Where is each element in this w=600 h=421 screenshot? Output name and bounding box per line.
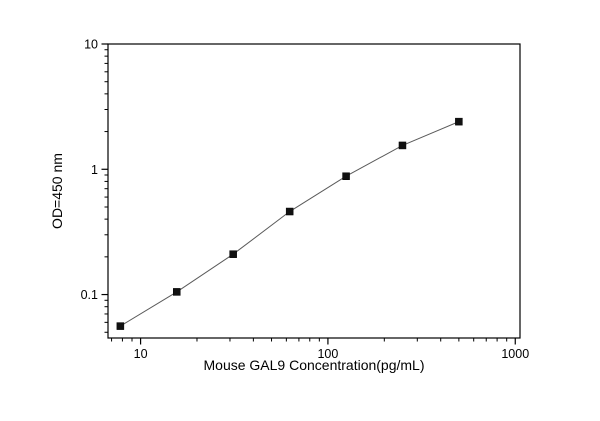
x-axis-title: Mouse GAL9 Concentration(pg/mL): [204, 357, 425, 373]
plot-frame: [107, 43, 521, 339]
y-tick-label: 10: [84, 38, 98, 52]
y-tick-label: 0.1: [81, 288, 98, 302]
x-tick-label: 100: [317, 347, 338, 361]
y-tick-label: 1: [91, 163, 98, 177]
data-point-marker: [342, 172, 350, 180]
data-point-marker: [398, 141, 407, 150]
data-point-marker: [116, 322, 125, 330]
axis-tick-labels: 10 100 1000 0.1 1 10: [81, 38, 530, 362]
y-axis-title: OD=450 nm: [49, 153, 65, 229]
x-tick-label: 1000: [501, 347, 529, 361]
standard-curve-line: [120, 121, 460, 327]
axis-ticks: [101, 43, 516, 345]
data-point-marker: [173, 288, 181, 296]
data-point-marker: [285, 207, 294, 216]
data-series: [116, 117, 463, 330]
x-tick-label: 10: [134, 347, 148, 361]
data-point-marker: [229, 250, 237, 258]
data-point-marker: [455, 117, 463, 126]
